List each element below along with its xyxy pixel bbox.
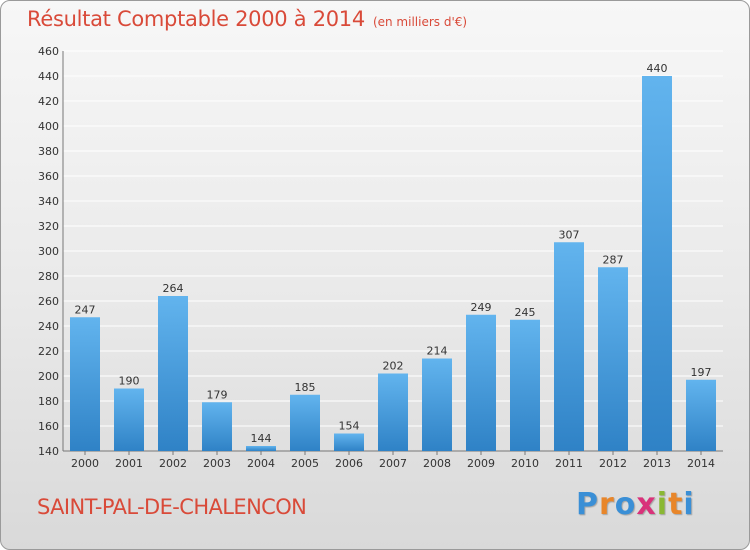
y-tick-label: 240 <box>38 320 59 333</box>
bar <box>70 317 100 451</box>
data-label: 144 <box>251 432 272 445</box>
chart-title-text: Résultat Comptable 2000 à 2014 <box>27 7 365 31</box>
data-label: 154 <box>339 420 360 433</box>
x-tick-label: 2003 <box>203 457 231 470</box>
data-label: 249 <box>471 301 492 314</box>
x-tick-label: 2005 <box>291 457 319 470</box>
x-tick-label: 2001 <box>115 457 143 470</box>
bar <box>686 379 716 451</box>
bar <box>598 267 628 451</box>
x-tick-label: 2002 <box>159 457 187 470</box>
logo-letter: x <box>636 487 657 522</box>
y-tick-label: 440 <box>38 70 59 83</box>
bar <box>642 76 672 451</box>
bar <box>422 358 452 451</box>
logo-letter: t <box>668 487 684 522</box>
y-tick-label: 220 <box>38 345 59 358</box>
y-tick-label: 180 <box>38 395 59 408</box>
data-label: 214 <box>427 345 448 358</box>
bar <box>202 402 232 451</box>
commune-name: SAINT-PAL-DE-CHALENCON <box>37 495 307 519</box>
y-tick-label: 300 <box>38 245 59 258</box>
data-label: 202 <box>383 360 404 373</box>
bar <box>466 314 496 451</box>
x-tick-label: 2013 <box>643 457 671 470</box>
x-tick-label: 2000 <box>71 457 99 470</box>
y-tick-label: 280 <box>38 270 59 283</box>
data-label: 440 <box>647 62 668 75</box>
x-tick-label: 2009 <box>467 457 495 470</box>
y-tick-label: 160 <box>38 420 59 433</box>
bar <box>334 433 364 451</box>
data-label: 179 <box>207 388 228 401</box>
logo-letter: i <box>656 487 669 522</box>
x-tick-label: 2014 <box>687 457 715 470</box>
x-tick-label: 2008 <box>423 457 451 470</box>
x-tick-label: 2010 <box>511 457 539 470</box>
x-tick-label: 2011 <box>555 457 583 470</box>
x-tick-label: 2004 <box>247 457 275 470</box>
y-tick-label: 140 <box>38 445 59 458</box>
y-tick-label: 380 <box>38 145 59 158</box>
bar <box>114 388 144 451</box>
chart-subtitle: (en milliers d'€) <box>372 15 468 29</box>
data-label: 264 <box>163 282 184 295</box>
bar <box>290 394 320 451</box>
y-tick-label: 200 <box>38 370 59 383</box>
bar <box>554 242 584 451</box>
y-tick-label: 400 <box>38 120 59 133</box>
data-label: 197 <box>691 366 712 379</box>
logo-letter: r <box>599 487 615 522</box>
logo-letter: i <box>683 487 695 522</box>
data-label: 247 <box>75 303 96 316</box>
x-tick-label: 2012 <box>599 457 627 470</box>
x-tick-label: 2007 <box>379 457 407 470</box>
y-tick-label: 340 <box>38 195 59 208</box>
bar <box>378 373 408 451</box>
y-tick-label: 360 <box>38 170 59 183</box>
logo-letter: P <box>576 487 599 522</box>
data-label: 287 <box>603 253 624 266</box>
x-tick-label: 2006 <box>335 457 363 470</box>
logo-letter: o <box>614 487 637 522</box>
bar <box>158 296 188 451</box>
y-tick-label: 260 <box>38 295 59 308</box>
bar <box>246 446 276 451</box>
y-tick-label: 460 <box>38 45 59 58</box>
data-label: 307 <box>559 228 580 241</box>
bar <box>510 319 540 451</box>
y-tick-label: 320 <box>38 220 59 233</box>
y-tick-label: 420 <box>38 95 59 108</box>
data-label: 185 <box>295 381 316 394</box>
proxiti-logo: Proxiti <box>576 487 695 522</box>
data-label: 245 <box>515 306 536 319</box>
data-label: 190 <box>119 375 140 388</box>
chart-title: Résultat Comptable 2000 à 2014 (en millie… <box>27 7 467 31</box>
